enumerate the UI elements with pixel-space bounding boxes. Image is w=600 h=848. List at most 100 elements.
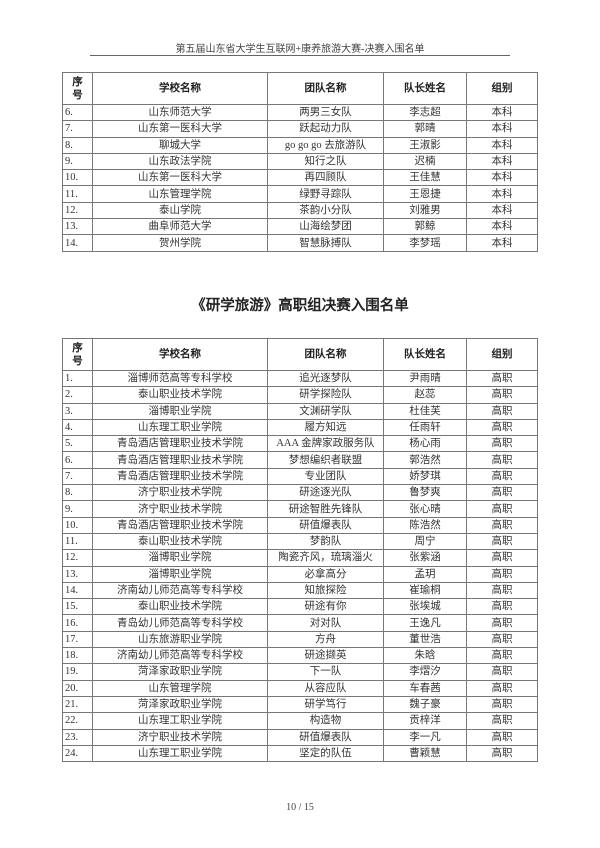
cell-col-group: 高职	[466, 386, 538, 404]
cell-col-team: 下一队	[267, 663, 384, 681]
cell-col-captain: 张心晴	[383, 500, 467, 518]
cell-col-captain: 张紫涵	[383, 549, 467, 567]
cell-col-team: 研途撷英	[267, 647, 384, 665]
cell-col-team: 跃起动力队	[267, 120, 384, 138]
cell-col-school: 山东第一医科大学	[92, 169, 268, 187]
table-row: 1. 淄博师范高等专科学校 追光逐梦队 尹雨晴 高职	[62, 369, 538, 388]
cell-col-group: 高职	[466, 581, 538, 600]
cell-col-index: 3.	[62, 402, 93, 420]
page-number: 10 / 15	[286, 802, 314, 813]
table-row: 2. 泰山职业技术学院 研学探险队 赵蕊 高职	[62, 386, 538, 404]
table-row: 4. 山东理工职业学院 履方知远 任雨轩 高职	[62, 418, 538, 437]
cell-col-group: 高职	[466, 728, 538, 746]
cell-col-team: 研途智胜先锋队	[267, 500, 384, 518]
cell-col-captain: 张埃城	[383, 598, 467, 616]
table-row: 11. 泰山职业技术学院 梦韵队 周宁 高职	[62, 532, 538, 551]
table-row: 13. 曲阜师范大学 山海绘梦团 郭鲸 本科	[62, 218, 538, 236]
cell-col-index: 8.	[62, 484, 93, 502]
cell-col-captain: 李熠汐	[383, 663, 467, 681]
cell-col-index: 21.	[62, 695, 93, 714]
table-row: 16. 青岛幼儿师范高等专科学校 对对队 王逸凡 高职	[62, 614, 538, 632]
cell-col-team: 梦想编织者联盟	[267, 451, 384, 469]
cell-col-captain: 郭晴	[383, 120, 467, 138]
cell-col-group: 高职	[466, 516, 538, 534]
cell-col-group: 高职	[466, 484, 538, 502]
cell-col-school: 淄博师范高等专科学校	[92, 369, 268, 388]
cell-col-captain: 崔瑜桐	[383, 581, 467, 600]
cell-col-school: 曲阜师范大学	[92, 218, 268, 236]
cell-col-group: 高职	[466, 467, 538, 486]
cell-col-captain: 贡梓洋	[383, 712, 467, 730]
cell-col-team: 专业团队	[267, 467, 384, 486]
cell-col-school: 菏泽家政职业学院	[92, 663, 268, 681]
cell-col-school: 济南幼儿师范高等专科学校	[92, 647, 268, 665]
cell-col-captain: 迟楠	[383, 152, 467, 171]
table-row: 11. 山东管理学院 绿野寻踪队 王恩捷 本科	[62, 185, 538, 203]
cell-col-group: 高职	[466, 679, 538, 697]
cell-col-team: 再四顾队	[267, 169, 384, 187]
cell-col-captain: 魏子豪	[383, 695, 467, 714]
cell-col-captain: 车春茜	[383, 679, 467, 697]
cell-col-index: 24.	[62, 744, 93, 763]
cell-col-team: 研值爆表队	[267, 728, 384, 746]
cell-col-team: 研途有你	[267, 598, 384, 616]
table-row: 8. 济宁职业技术学院 研途逐光队 鲁梦爽 高职	[62, 484, 538, 502]
cell-col-index: 2.	[62, 386, 93, 404]
table-row: 17. 山东旅游职业学院 方舟 董世浩 高职	[62, 630, 538, 649]
cell-col-index: 12.	[62, 549, 93, 567]
table-row: 9. 济宁职业技术学院 研途智胜先锋队 张心晴 高职	[62, 500, 538, 518]
cell-col-index: 20.	[62, 679, 93, 697]
cell-col-group: 高职	[466, 695, 538, 714]
table-row: 13. 淄博职业学院 必拿高分 孟玥 高职	[62, 565, 538, 583]
cell-col-team: 对对队	[267, 614, 384, 632]
cell-col-index: 9.	[62, 500, 93, 518]
table-row: 6. 青岛酒店管理职业技术学院 梦想编织者联盟 郭浩然 高职	[62, 451, 538, 469]
header-col-school: 学校名称	[92, 72, 268, 105]
cell-col-team: 梦韵队	[267, 532, 384, 551]
cell-col-school: 山东政法学院	[92, 152, 268, 171]
cell-col-index: 8.	[62, 136, 93, 154]
cell-col-team: 研途逐光队	[267, 484, 384, 502]
finalists-table-vocational: 序号 学校名称 团队名称 队长姓名 组别 1. 淄博师范高等专科学校 追光逐梦队 尹雨晴 高职 2…	[62, 338, 538, 763]
cell-col-group: 高职	[466, 647, 538, 665]
table-row: 6. 山东师范大学 两男三女队 李志超 本科	[62, 103, 538, 122]
cell-col-index: 6.	[62, 451, 93, 469]
cell-col-group: 本科	[466, 169, 538, 187]
cell-col-school: 山东师范大学	[92, 103, 268, 122]
table-row: 7. 山东第一医科大学 跃起动力队 郭晴 本科	[62, 120, 538, 138]
cell-col-group: 高职	[466, 565, 538, 583]
cell-col-school: 山东管理学院	[92, 679, 268, 697]
cell-col-index: 17.	[62, 630, 93, 649]
cell-col-group: 高职	[466, 549, 538, 567]
cell-col-captain: 李梦瑶	[383, 234, 467, 252]
cell-col-team: AAA 金牌家政服务队	[267, 435, 384, 453]
table-row: 14. 贺州学院 智慧脉搏队 李梦瑶 本科	[62, 234, 538, 252]
table-row: 10. 青岛酒店管理职业技术学院 研值爆表队 陈浩然 高职	[62, 516, 538, 534]
cell-col-team: 陶瓷齐风，琉璃淄火	[267, 549, 384, 567]
cell-col-captain: 朱晗	[383, 647, 467, 665]
cell-col-group: 高职	[466, 451, 538, 469]
cell-col-index: 18.	[62, 647, 93, 665]
cell-col-school: 济南幼儿师范高等专科学校	[92, 581, 268, 600]
cell-col-school: 青岛酒店管理职业技术学院	[92, 516, 268, 534]
cell-col-school: 淄博职业学院	[92, 565, 268, 583]
cell-col-school: 青岛幼儿师范高等专科学校	[92, 614, 268, 632]
cell-col-index: 11.	[62, 185, 93, 203]
cell-col-school: 山东第一医科大学	[92, 120, 268, 138]
section-title: 《研学旅游》高职组决赛入围名单	[191, 298, 409, 314]
cell-col-team: 必拿高分	[267, 565, 384, 583]
header-rule	[90, 55, 510, 56]
cell-col-team: 研学笃行	[267, 695, 384, 714]
cell-col-school: 山东管理学院	[92, 185, 268, 203]
cell-col-index: 10.	[62, 169, 93, 187]
cell-col-team: 智慧脉搏队	[267, 234, 384, 252]
cell-col-school: 泰山职业技术学院	[92, 386, 268, 404]
cell-col-school: 青岛酒店管理职业技术学院	[92, 451, 268, 469]
cell-col-school: 青岛酒店管理职业技术学院	[92, 435, 268, 453]
table-row: 18. 济南幼儿师范高等专科学校 研途撷英 朱晗 高职	[62, 647, 538, 665]
table-row: 20. 山东管理学院 从容应队 车春茜 高职	[62, 679, 538, 697]
cell-col-captain: 王逸凡	[383, 614, 467, 632]
cell-col-index: 4.	[62, 418, 93, 437]
table-row: 5. 青岛酒店管理职业技术学院 AAA 金牌家政服务队 杨心雨 高职	[62, 435, 538, 453]
cell-col-school: 济宁职业技术学院	[92, 484, 268, 502]
